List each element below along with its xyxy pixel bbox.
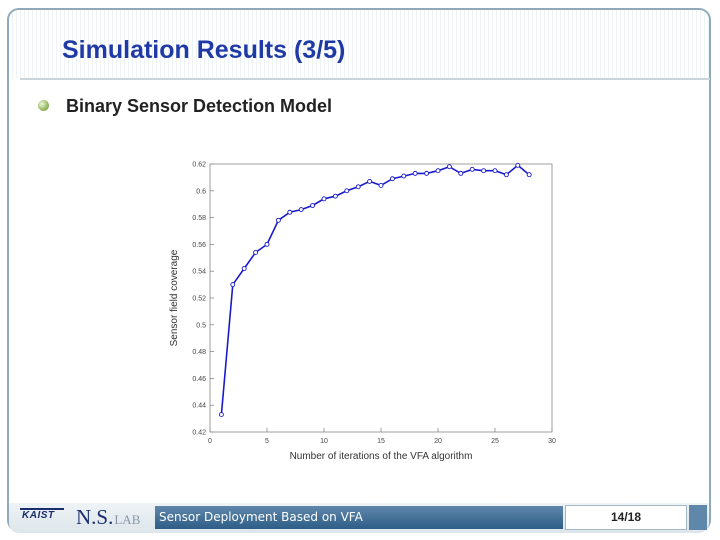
data-point: [412, 170, 418, 176]
data-point: [526, 172, 532, 178]
y-tick-label: 0.52: [192, 296, 206, 303]
y-tick-label: 0.6: [196, 188, 206, 195]
y-tick-label: 0.42: [192, 430, 206, 437]
y-tick-label: 0.54: [192, 269, 206, 276]
data-point: [230, 282, 236, 288]
plot-area: [209, 163, 553, 433]
y-axis-ticks: 0.42 0.44 0.46 0.48 0.5 0.52 0.54 0.56 0.58 0.6 0.…: [192, 162, 214, 437]
data-point: [458, 170, 464, 176]
data-point: [492, 168, 498, 174]
coverage-chart: 0.42 0.44 0.46 0.48 0.5 0.52 0.54 0.56 0.58 0.6 0.…: [169, 162, 556, 463]
data-point: [310, 203, 316, 208]
bullet-icon: [38, 100, 49, 111]
kaist-logo: KAIST: [22, 510, 55, 521]
ns-lab-main: N.S.: [76, 505, 114, 529]
ns-lab-sub: LAB: [114, 512, 141, 527]
x-tick-label: 5: [265, 438, 269, 445]
y-tick-label: 0.44: [192, 403, 206, 410]
title-divider: [20, 78, 710, 80]
x-tick-label: 20: [434, 438, 442, 445]
data-point: [332, 193, 338, 199]
y-tick-label: 0.46: [192, 376, 206, 383]
y-tick-label: 0.58: [192, 215, 206, 222]
data-point: [435, 168, 441, 174]
data-point: [469, 166, 475, 172]
series-markers: [218, 162, 532, 418]
data-point: [241, 266, 247, 271]
page-number: 14/18: [565, 505, 687, 530]
data-point: [389, 176, 395, 182]
x-tick-label: 30: [548, 438, 556, 445]
data-point: [481, 168, 487, 174]
footer-presentation-title: Sensor Deployment Based on VFA: [155, 506, 563, 529]
x-axis-ticks: 0 5 10 15 20 25 30: [208, 428, 556, 445]
y-tick-label: 0.48: [192, 349, 206, 356]
y-tick-label: 0.56: [192, 242, 206, 249]
data-point: [344, 188, 350, 194]
data-point: [424, 170, 430, 176]
bullet-text: Binary Sensor Detection Model: [66, 96, 333, 116]
data-point: [264, 241, 270, 247]
data-point: [321, 196, 327, 202]
data-point: [253, 249, 259, 255]
x-tick-label: 15: [377, 438, 385, 445]
x-tick-label: 25: [491, 438, 499, 445]
data-point: [367, 178, 373, 184]
kaist-logo-bar: [20, 508, 64, 510]
y-tick-label: 0.5: [196, 322, 206, 329]
data-point: [298, 207, 304, 213]
y-axis-label: Sensor field coverage: [169, 249, 180, 346]
data-point: [355, 184, 361, 190]
slide-title: Simulation Results (3/5): [62, 36, 346, 64]
x-tick-label: 0: [208, 438, 212, 445]
y-tick-label: 0.62: [192, 162, 206, 169]
data-point: [515, 162, 521, 168]
footer-accent: [689, 505, 707, 530]
x-tick-label: 10: [320, 438, 328, 445]
data-point: [401, 173, 407, 179]
series-line: [220, 164, 530, 415]
x-axis-label: Number of iterations of the VFA algorith…: [290, 451, 473, 462]
header-band: [9, 10, 709, 78]
data-point: [446, 164, 452, 170]
ns-lab-logo: N.S.LAB: [76, 505, 140, 530]
data-point: [218, 412, 224, 418]
data-point: [275, 217, 281, 223]
slide-frame: [7, 8, 711, 532]
data-point: [287, 209, 293, 215]
data-point: [503, 172, 509, 178]
data-point: [378, 182, 384, 188]
